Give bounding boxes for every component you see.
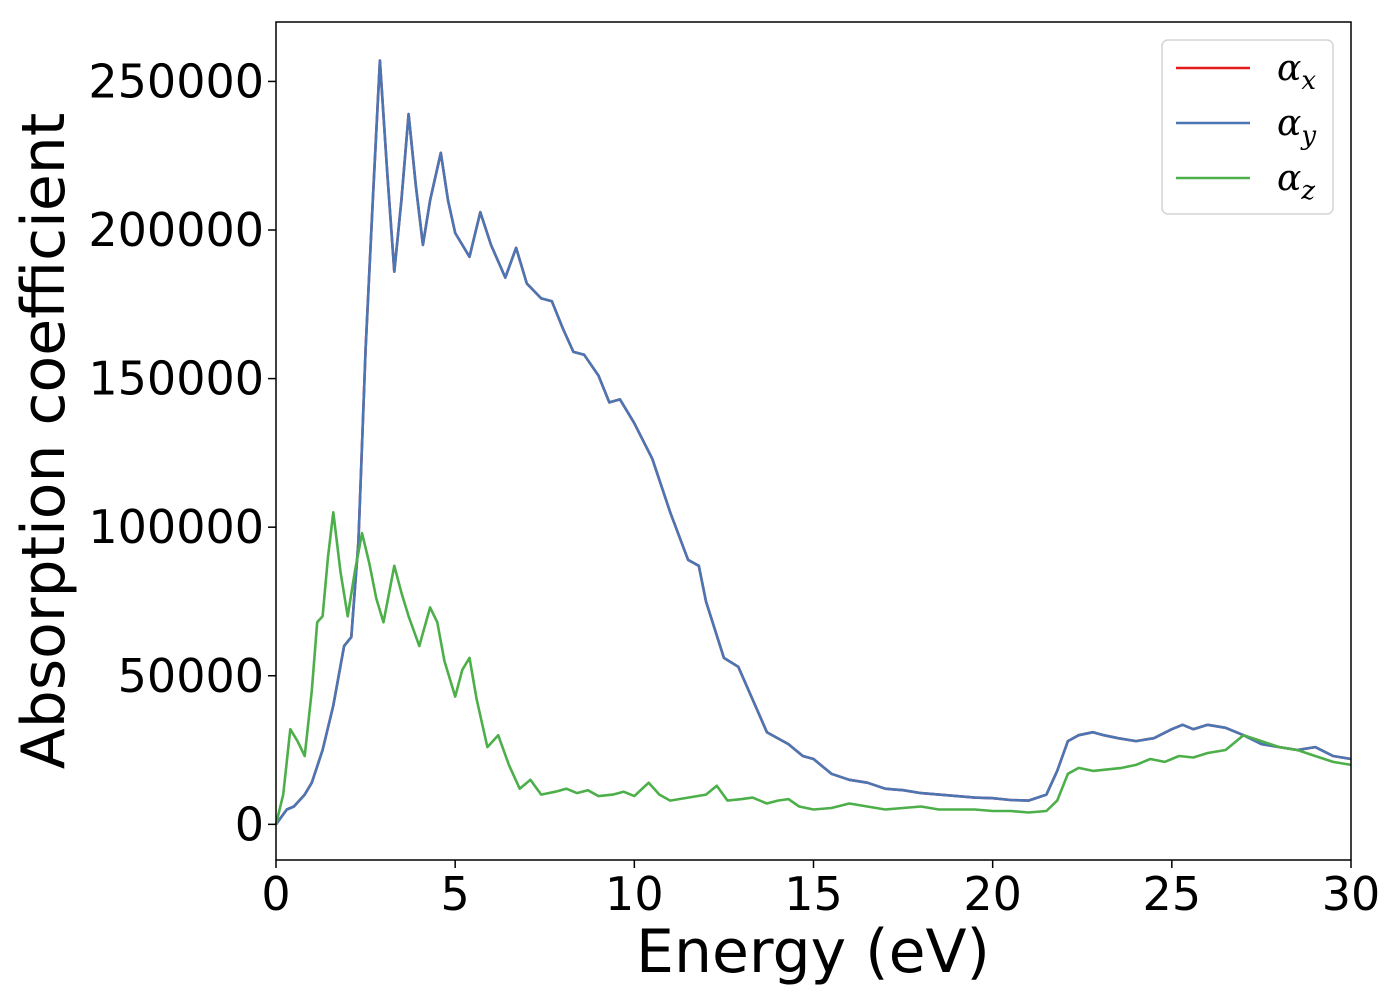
y-tick-label: 150000 bbox=[88, 352, 264, 406]
legend-subscript: x bbox=[1301, 66, 1316, 96]
x-tick-label: 5 bbox=[441, 867, 470, 921]
y-axis-label: Absorption coefficient bbox=[9, 113, 79, 770]
legend-label-x: αx bbox=[1277, 48, 1316, 96]
x-axis-ticks: 0 5 10 15 20 25 30 bbox=[261, 860, 1380, 921]
x-tick-label: 0 bbox=[261, 867, 290, 921]
x-tick-label: 15 bbox=[784, 867, 843, 921]
x-tick-label: 25 bbox=[1143, 867, 1202, 921]
y-tick-label: 0 bbox=[235, 797, 264, 851]
x-tick-label: 10 bbox=[605, 867, 664, 921]
legend-box bbox=[1161, 39, 1334, 215]
legend-symbol: α bbox=[1277, 158, 1301, 199]
legend-label-y: αy bbox=[1277, 103, 1316, 151]
series-layer bbox=[274, 59, 1352, 826]
y-tick-label: 100000 bbox=[88, 500, 264, 554]
x-axis-label: Energy (eV) bbox=[636, 917, 990, 987]
x-tick-label: 20 bbox=[963, 867, 1022, 921]
y-axis-ticks: 0 50000 100000 150000 200000 250000 bbox=[88, 54, 276, 851]
legend-subscript: z bbox=[1300, 176, 1315, 206]
series-line-alpha_z bbox=[274, 510, 1352, 825]
y-tick-label: 200000 bbox=[88, 203, 264, 257]
y-tick-label: 250000 bbox=[88, 54, 264, 108]
legend-symbol: α bbox=[1277, 48, 1301, 89]
legend-label-z: αz bbox=[1277, 158, 1315, 206]
y-tick-label: 50000 bbox=[118, 649, 264, 703]
x-tick-label: 30 bbox=[1322, 867, 1381, 921]
series-line-alpha_y bbox=[274, 59, 1352, 826]
legend-subscript: y bbox=[1300, 121, 1316, 151]
legend-symbol: α bbox=[1277, 103, 1301, 144]
